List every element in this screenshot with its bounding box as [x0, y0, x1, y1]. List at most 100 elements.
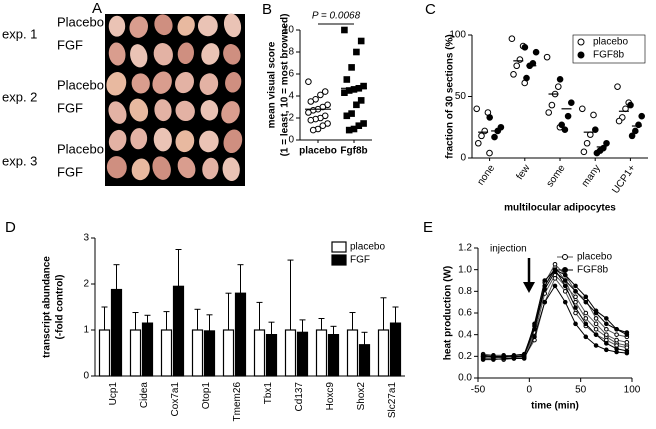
bar	[284, 329, 297, 377]
marker	[353, 48, 360, 56]
x-tick-label: Cidea	[139, 382, 150, 409]
x-tick-label: Otop1	[201, 382, 212, 410]
group-label: Placebo	[57, 77, 104, 92]
marker	[542, 283, 548, 289]
marker	[501, 354, 506, 359]
marker	[614, 332, 619, 337]
tissue-sample	[197, 15, 218, 37]
marker	[513, 62, 521, 70]
row-label: exp. 1	[2, 26, 37, 41]
marker	[345, 126, 353, 134]
marker	[556, 75, 564, 83]
marker	[583, 310, 589, 316]
tissue-sample	[223, 44, 241, 65]
marker	[542, 299, 548, 305]
marker	[593, 332, 599, 337]
x-axis-title: multilocular adipocytes	[504, 203, 616, 214]
panel-letter: E	[423, 219, 433, 236]
y-tick-label: 0.8	[458, 286, 472, 297]
tissue-sample	[201, 43, 220, 65]
y-tick-label: 100	[449, 30, 466, 41]
marker	[478, 132, 485, 140]
bar	[253, 329, 266, 377]
marker	[632, 127, 639, 135]
marker	[321, 88, 329, 95]
y-tick-label: 2	[83, 279, 89, 290]
marker	[521, 44, 529, 51]
tissue-sample	[108, 15, 126, 37]
marker	[510, 71, 517, 78]
marker	[319, 122, 327, 129]
marker	[604, 347, 609, 353]
tissue-sample	[175, 100, 195, 122]
marker	[562, 289, 568, 294]
x-tick-label: Fgf8b	[340, 146, 367, 157]
marker	[357, 37, 365, 45]
bar	[265, 334, 278, 377]
photo-samples	[106, 13, 243, 182]
y-tick-label: 0.4	[458, 329, 472, 340]
group-label: FGF	[57, 100, 83, 115]
x-tick-label: Cox7a1	[170, 382, 181, 417]
marker	[480, 352, 486, 358]
tissue-sample	[154, 99, 172, 122]
x-tick-label: UCP1+	[610, 163, 638, 196]
marker	[532, 334, 537, 340]
group-label: Placebo	[57, 141, 104, 156]
legend-marker	[577, 38, 585, 46]
y-tick-label: 10	[283, 25, 295, 36]
y-tick-label: 2	[288, 113, 294, 124]
marker	[583, 299, 589, 305]
marker	[545, 109, 553, 116]
marker	[555, 83, 562, 90]
bar	[389, 322, 402, 377]
bar	[129, 329, 142, 377]
bar	[222, 329, 235, 377]
marker	[593, 321, 599, 327]
marker	[343, 76, 351, 83]
marker	[548, 101, 556, 109]
marker	[614, 326, 619, 332]
bar	[98, 329, 111, 377]
legend-swatch	[331, 254, 347, 266]
bar	[191, 329, 204, 377]
tissue-sample	[152, 156, 171, 180]
tissue-sample	[154, 14, 173, 36]
legend-label: FGF8b	[577, 265, 609, 276]
tissue-sample	[131, 158, 150, 181]
x-tick-label: some	[545, 163, 568, 190]
legend-marker	[562, 254, 568, 260]
y-tick-label: 0	[288, 135, 294, 146]
marker	[624, 330, 630, 335]
x-tick-label: Cd137	[294, 382, 305, 412]
marker	[558, 121, 566, 129]
marker	[604, 316, 609, 321]
tissue-sample	[221, 101, 240, 124]
marker	[357, 97, 365, 104]
marker	[614, 337, 619, 343]
bar	[346, 329, 359, 377]
marker	[341, 26, 348, 34]
p-value: P = 0.0068	[312, 11, 361, 22]
bar	[141, 322, 154, 377]
marker	[516, 56, 524, 63]
marker	[583, 321, 589, 327]
y-tick-label: 0	[460, 153, 466, 164]
x-tick-label: Tbx1	[263, 382, 274, 405]
tissue-sample	[153, 127, 172, 152]
tissue-sample	[177, 156, 196, 179]
marker	[307, 116, 315, 124]
tissue-sample	[129, 98, 149, 122]
tissue-sample	[177, 42, 194, 65]
y-tick-label: 0.0	[458, 373, 472, 384]
marker	[486, 149, 493, 157]
panel-letter: B	[262, 1, 272, 18]
marker	[593, 343, 599, 348]
tissue-sample	[222, 157, 240, 182]
marker	[593, 326, 599, 332]
tissue-sample	[175, 71, 195, 94]
bar	[234, 292, 247, 377]
tissue-sample	[223, 13, 242, 38]
marker	[564, 112, 572, 120]
bar	[358, 344, 371, 377]
